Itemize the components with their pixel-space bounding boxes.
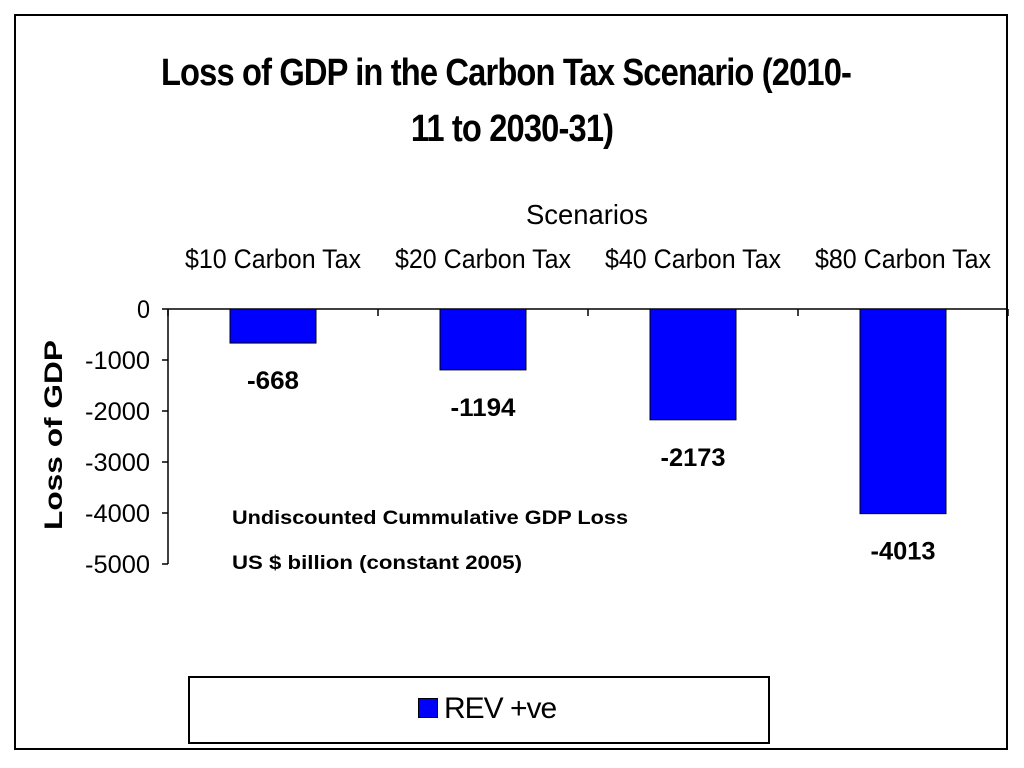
bar (859, 308, 947, 515)
chart-title-line-2: 11 to 2030-31) (410, 108, 614, 150)
annotation-line-1: Undiscounted Cummulative GDP Loss (232, 508, 628, 529)
x-category-label: $40 Carbon Tax (605, 244, 781, 274)
annotation-line-2: US $ billion (constant 2005) (232, 553, 522, 574)
y-tick-label: -4000 (85, 500, 150, 528)
bar (229, 308, 317, 344)
y-tick-label: -2000 (85, 398, 150, 426)
bar (649, 308, 737, 421)
legend-label: REV +ve (444, 692, 557, 725)
data-label: -2173 (661, 444, 726, 472)
data-label: -668 (247, 367, 299, 395)
y-axis-title: Loss of GDP (40, 340, 68, 530)
legend: REV +ve (188, 676, 770, 744)
y-tick-label: -1000 (85, 347, 150, 375)
y-tick-label: -5000 (85, 551, 150, 579)
chart-title-line-1: Loss of GDP in the Carbon Tax Scenario (… (160, 52, 852, 94)
data-label: -1194 (451, 394, 516, 422)
y-tick-label: 0 (137, 296, 150, 324)
bar (439, 308, 527, 371)
y-tick-label: -3000 (85, 449, 150, 477)
chart-frame (14, 14, 1008, 750)
x-category-label: $10 Carbon Tax (185, 244, 361, 274)
legend-swatch (418, 698, 438, 718)
x-category-label: $80 Carbon Tax (815, 244, 991, 274)
data-label: -4013 (871, 538, 936, 566)
x-axis-title: Scenarios (526, 199, 648, 230)
x-category-label: $20 Carbon Tax (395, 244, 571, 274)
